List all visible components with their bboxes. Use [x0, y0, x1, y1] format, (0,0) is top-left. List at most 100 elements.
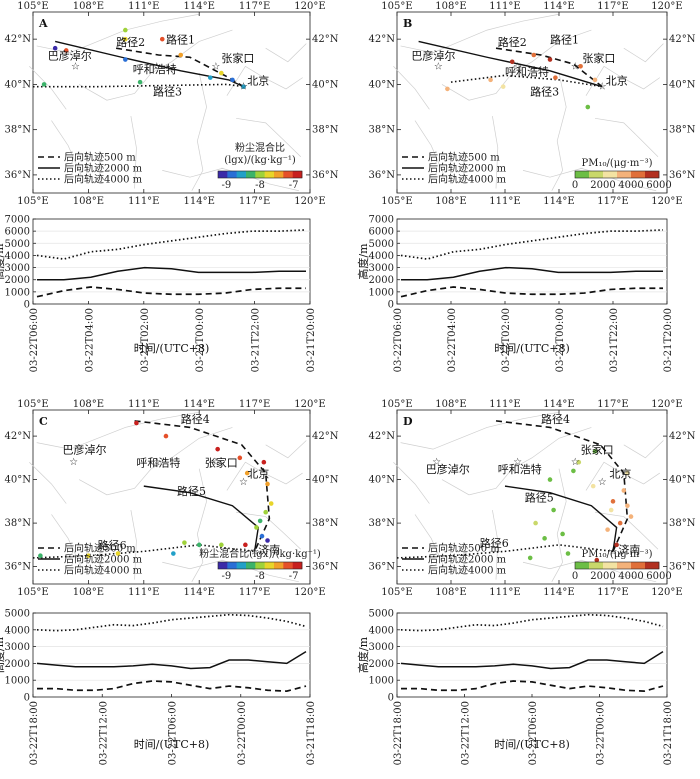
map-x-tick-label-bottom: 117°E — [239, 587, 270, 598]
data-point — [542, 536, 547, 541]
legend-label: 后向轨迹2000 m — [64, 162, 143, 175]
height-y-tick-label: 4000 — [369, 251, 394, 262]
map-label: 巴彦淖尔 — [48, 49, 92, 63]
height-y-tick-label: 5000 — [5, 609, 30, 620]
height-y-tick-label: 2000 — [5, 275, 30, 286]
map-label: 路径6 — [480, 537, 509, 550]
colorbar-tick-label: -9 — [222, 571, 232, 582]
colorbar-title: PM₁₀/(μg·m⁻³) — [581, 158, 652, 169]
map-x-tick-label-bottom: 120°E — [651, 587, 682, 598]
data-point — [265, 538, 270, 543]
legend-label: 后向轨迹500 m — [428, 542, 500, 555]
boundary-line — [265, 440, 307, 459]
data-point — [123, 27, 128, 33]
height-x-axis-label: 时间/(UTC+8) — [494, 738, 570, 751]
height-x-tick-label: 03-22T12:00 — [98, 701, 109, 765]
city-star-icon: ☆ — [211, 457, 220, 468]
height-x-tick-label: 03-22T06:00 — [393, 308, 404, 372]
data-point — [196, 542, 202, 548]
data-point — [244, 470, 250, 476]
data-point — [560, 531, 565, 537]
data-point — [625, 503, 630, 509]
data-point — [63, 48, 69, 53]
map-x-tick-label-bottom: 111°E — [489, 196, 520, 207]
city-star-icon: ☆ — [71, 61, 80, 72]
height-y-tick-label: 5000 — [369, 609, 394, 620]
legend-label: 后向轨迹4000 m — [428, 564, 507, 577]
colorbar-swatch — [246, 562, 256, 569]
map-x-tick-label-bottom: 111°E — [128, 196, 159, 207]
height-x-tick-label: 03-22T00:00 — [237, 701, 248, 765]
boundary-line — [400, 411, 560, 450]
colorbar-swatch — [218, 562, 228, 569]
data-point — [243, 542, 248, 548]
height-y-tick-label: 0 — [388, 693, 394, 704]
height-y-tick-label: 0 — [24, 693, 30, 704]
map-y-tick-label-left: 36°N — [5, 170, 32, 181]
height-series-solid — [37, 266, 306, 281]
data-point — [576, 459, 582, 465]
map-frame — [32, 11, 311, 194]
city-star-icon: ☆ — [69, 457, 78, 468]
map-x-tick-label-top: 105°E — [381, 1, 412, 12]
colorbar-swatch — [631, 562, 646, 569]
city-star-icon: ☆ — [513, 457, 522, 468]
data-point — [241, 84, 246, 89]
height-x-tick-label: 03-22T04:00 — [84, 308, 95, 372]
trajectory-dot — [396, 544, 614, 559]
height-series-dot — [400, 229, 664, 260]
colorbar-tick-label: -8 — [255, 180, 265, 191]
height-y-axis-label: 高度/m — [356, 636, 370, 673]
height-x-tick-label: 03-21T20:00 — [663, 308, 674, 372]
map-y-tick-label-right: 38°N — [312, 125, 339, 136]
colorbar-swatch — [255, 562, 265, 569]
city-star-icon: ☆ — [432, 457, 441, 468]
height-y-tick-label: 6000 — [5, 227, 30, 238]
map-x-tick-label-bottom: 111°E — [128, 587, 159, 598]
data-point — [625, 470, 630, 476]
height-x-tick-label: 03-21T22:00 — [609, 308, 620, 372]
map-y-tick-label-right: 38°N — [669, 125, 696, 136]
map-x-tick-label-top: 111°E — [489, 1, 520, 12]
trajectory-dash — [495, 47, 603, 88]
height-x-tick-label: 03-22T06:00 — [168, 701, 179, 765]
colorbar-swatch — [292, 171, 303, 178]
height-x-axis-label: 时间/(UTC+8) — [134, 342, 210, 355]
height-series-dot — [36, 229, 307, 260]
colorbar-tick-label: 4000 — [618, 571, 643, 582]
colorbar-swatch — [283, 171, 293, 178]
data-point — [230, 77, 235, 83]
height-y-tick-label: 4000 — [5, 625, 30, 636]
boundary-line — [492, 509, 499, 580]
city-star-icon: ☆ — [598, 82, 607, 93]
boundary-line — [441, 29, 592, 101]
height-y-tick-label: 2000 — [369, 275, 394, 286]
boundary-line — [51, 120, 82, 176]
city-star-icon: ☆ — [239, 477, 248, 488]
height-series-dash — [401, 680, 664, 692]
data-point — [592, 449, 598, 454]
boundary-line — [130, 509, 137, 580]
height-y-tick-label: 1000 — [369, 676, 394, 687]
data-point — [178, 52, 184, 58]
colorbar-swatch — [264, 171, 275, 178]
height-y-tick-label: 7000 — [369, 215, 394, 226]
map-y-tick-label-left: 38°N — [5, 125, 32, 136]
legend-label: 后向轨迹2000 m — [64, 553, 143, 566]
map-y-tick-label-right: 40°N — [669, 79, 696, 90]
map-label: 张家口 — [221, 51, 254, 65]
data-point — [215, 446, 220, 452]
panel-label: D — [403, 415, 413, 428]
map-y-tick-label-right: 36°N — [312, 562, 339, 573]
height-y-tick-label: 3000 — [5, 263, 30, 274]
map-label: 路径3 — [153, 86, 182, 99]
height-y-axis-label: 高度/m — [0, 243, 6, 280]
city-star-icon: ☆ — [152, 61, 161, 72]
boundary-line — [265, 43, 307, 63]
trajectory-solid — [418, 40, 603, 88]
data-point — [617, 520, 623, 526]
colorbar-tick-label: 2000 — [590, 180, 615, 191]
map-x-tick-label-top: 120°E — [651, 1, 682, 12]
height-frame — [32, 612, 311, 698]
data-point — [614, 542, 619, 548]
